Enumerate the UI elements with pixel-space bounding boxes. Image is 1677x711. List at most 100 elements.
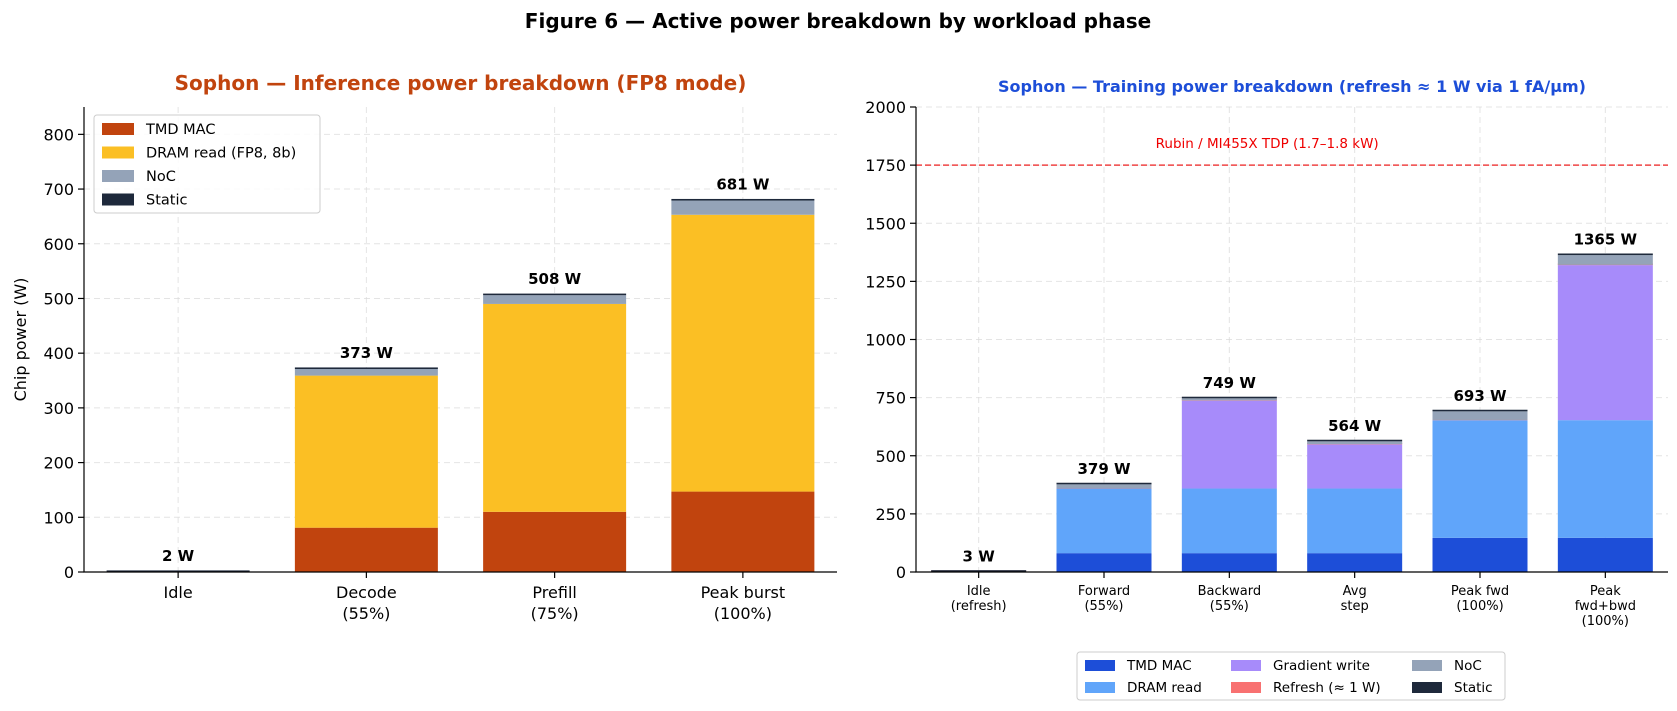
legend-label: DRAM read (1127, 680, 1202, 696)
bar-segment (1181, 553, 1277, 572)
y-tick-label: 500 (875, 447, 906, 466)
legend-swatch (1412, 660, 1442, 671)
bar-segment (294, 369, 438, 376)
y-tick-label: 750 (875, 389, 906, 408)
x-tick-label: Peak fwd+bwd (100%) (1575, 584, 1636, 629)
bar-segment (671, 198, 815, 201)
legend-swatch (102, 123, 134, 135)
bar-segment (1056, 488, 1152, 554)
x-tick-label: Prefill (75%) (531, 583, 579, 623)
legend-swatch (1412, 682, 1442, 693)
y-tick-label: 700 (43, 180, 74, 199)
legend-label: Static (146, 193, 187, 209)
bar-segment (1557, 255, 1653, 265)
bar-segment (294, 367, 438, 370)
legend-box (93, 114, 321, 214)
bar-segment (671, 200, 815, 215)
bar-total-label: 1365 W (1574, 231, 1638, 249)
bar-segment (1181, 400, 1277, 489)
bar-segment (1557, 253, 1653, 256)
bar-total-label: 693 W (1453, 387, 1507, 405)
bar-total-label: 681 W (716, 175, 770, 193)
bar-segment (1307, 444, 1403, 489)
bar-segment (1307, 488, 1403, 554)
bar-segment (1557, 420, 1653, 538)
inference-chart: Sophon — Inference power breakdown (FP8 … (11, 71, 837, 623)
y-tick-label: 300 (43, 399, 74, 418)
x-tick-label: Peak fwd (100%) (1451, 584, 1509, 614)
y-tick-label: 0 (896, 563, 906, 582)
y-tick-label: 600 (43, 235, 74, 254)
bar-total-label: 3 W (963, 547, 996, 565)
bar-segment (294, 375, 438, 528)
bar-segment (294, 527, 438, 572)
bar-segment (1432, 420, 1528, 538)
y-tick-label: 250 (875, 505, 906, 524)
bar-segment (1056, 553, 1152, 572)
legend: TMD MAC DRAM read (FP8, 8b) NoC Static (93, 114, 321, 214)
x-tick-label: Peak burst (100%) (701, 583, 786, 623)
bar-segment (1432, 537, 1528, 572)
bar-segment (1432, 411, 1528, 420)
legend-swatch (102, 146, 134, 159)
legend-box (1076, 651, 1506, 701)
legend-label: DRAM read (FP8, 8b) (146, 146, 296, 162)
bar-segment (1181, 398, 1277, 401)
y-tick-label: 0 (64, 563, 74, 582)
bar-segment (1056, 482, 1152, 485)
legend: TMD MAC DRAM read Gradient write Refresh (≈… (1076, 651, 1506, 701)
y-tick-label: 500 (43, 289, 74, 308)
legend-swatch (102, 193, 134, 206)
bar-segment (1557, 265, 1653, 421)
bar-total-label: 749 W (1203, 374, 1257, 392)
chart-title: Sophon — Inference power breakdown (FP8 … (175, 71, 747, 95)
bar-segment (671, 214, 815, 492)
legend-label: Gradient write (1273, 658, 1370, 674)
y-axis-label: Chip power (W) (11, 278, 30, 402)
x-tick-label: Decode (55%) (336, 583, 397, 623)
bar-segment (106, 570, 250, 572)
x-tick-label: Idle (164, 583, 193, 602)
y-tick-label: 800 (43, 125, 74, 144)
legend-swatch (1231, 682, 1261, 693)
y-tick-label: 2000 (865, 98, 906, 117)
bar-segment (1307, 441, 1403, 445)
bar-total-label: 564 W (1328, 417, 1382, 435)
x-tick-label: Idle (refresh) (951, 584, 1007, 614)
legend-swatch (1231, 660, 1261, 671)
bar-segment (1056, 484, 1152, 489)
bar-total-label: 2 W (162, 547, 195, 565)
axes-spine (915, 107, 1668, 573)
legend-swatch (102, 170, 134, 182)
y-tick-label: 1500 (865, 214, 906, 233)
axes-spine (83, 107, 837, 573)
legend-label: NoC (146, 169, 176, 185)
bar-segment (1557, 537, 1653, 572)
bar-segment (483, 511, 627, 572)
legend-label: TMD MAC (145, 122, 215, 138)
bar-segment (483, 293, 627, 296)
bar-segment (483, 295, 627, 304)
bar-segment (483, 303, 627, 512)
bar-segment (1307, 439, 1403, 442)
legend-label: NoC (1454, 658, 1482, 674)
x-tick-label: Avg step (1341, 584, 1369, 614)
bar-segment (1181, 396, 1277, 399)
training-chart: Sophon — Training power breakdown (refre… (865, 77, 1668, 701)
y-tick-label: 200 (43, 454, 74, 473)
legend-label: TMD MAC (1126, 658, 1192, 674)
legend-label: Static (1454, 680, 1493, 696)
figure-title: Figure 6 — Active power breakdown by wor… (525, 9, 1151, 33)
bar-segment (1181, 488, 1277, 554)
reference-line-label: Rubin / MI455X TDP (1.7–1.8 kW) (1156, 136, 1379, 152)
bar-segment (1307, 553, 1403, 572)
bar-total-label: 373 W (340, 344, 394, 362)
y-tick-label: 1000 (865, 331, 906, 350)
x-tick-label: Forward (55%) (1078, 584, 1130, 614)
legend-label: Refresh (≈ 1 W) (1273, 680, 1381, 696)
y-tick-label: 1750 (865, 156, 906, 175)
y-tick-label: 400 (43, 344, 74, 363)
y-tick-label: 100 (43, 508, 74, 527)
bar-segment (931, 570, 1027, 572)
bar-segment (1432, 409, 1528, 412)
